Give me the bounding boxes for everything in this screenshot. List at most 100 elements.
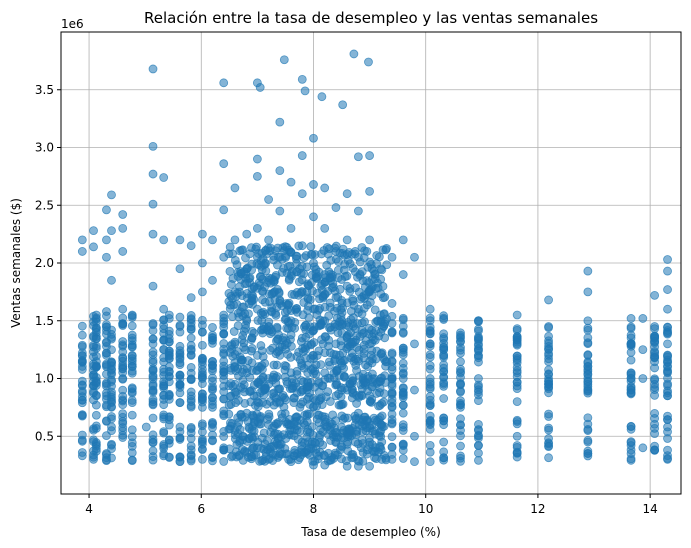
scatter-point bbox=[102, 252, 111, 262]
scatter-point bbox=[127, 448, 137, 458]
scatter-point bbox=[127, 383, 137, 393]
scatter-point bbox=[650, 391, 660, 400]
scatter-point bbox=[338, 100, 348, 110]
scatter-point bbox=[663, 285, 672, 294]
scatter-point bbox=[663, 266, 672, 276]
scatter-point bbox=[102, 379, 111, 389]
scatter-point bbox=[77, 398, 87, 408]
scatter-point bbox=[439, 315, 449, 324]
scatter-point bbox=[317, 92, 327, 102]
scatter-point bbox=[91, 362, 101, 372]
scatter-point bbox=[342, 385, 352, 395]
scatter-point bbox=[340, 259, 350, 269]
scatter-point bbox=[353, 356, 363, 366]
scatter-point bbox=[302, 394, 312, 404]
y-tick-label: 3.5 bbox=[35, 83, 54, 97]
scatter-point bbox=[107, 325, 116, 335]
scatter-point bbox=[304, 443, 314, 453]
y-axis-ticks: 0.5 1.0 1.5 2.0 2.5 3.0 3.5 bbox=[35, 83, 61, 443]
scatter-point bbox=[230, 426, 240, 435]
scatter-point bbox=[342, 189, 352, 199]
scatter-point bbox=[338, 399, 348, 409]
scatter-point bbox=[107, 226, 116, 236]
scatter-point bbox=[264, 420, 274, 430]
scatter-point bbox=[544, 295, 553, 305]
scatter-point bbox=[148, 64, 158, 74]
scatter-point bbox=[626, 330, 636, 340]
scatter-point bbox=[375, 400, 385, 410]
scatter-point bbox=[219, 78, 229, 88]
scatter-point bbox=[337, 308, 347, 318]
scatter-point bbox=[175, 341, 185, 351]
scatter-point bbox=[309, 338, 319, 347]
scatter-point bbox=[107, 334, 116, 344]
scatter-point bbox=[387, 454, 397, 464]
scatter-point bbox=[127, 425, 137, 435]
scatter-point bbox=[247, 386, 256, 395]
scatter-point bbox=[197, 427, 207, 437]
scatter-point bbox=[275, 117, 285, 127]
scatter-point bbox=[260, 309, 270, 319]
scatter-point bbox=[331, 416, 341, 426]
scatter-point bbox=[208, 333, 217, 343]
scatter-point bbox=[258, 287, 268, 297]
scatter-point bbox=[663, 255, 672, 264]
scatter-point bbox=[425, 316, 435, 326]
scatter-point bbox=[197, 320, 207, 330]
scatter-point bbox=[512, 441, 522, 450]
scatter-point bbox=[91, 421, 101, 431]
scatter-point bbox=[544, 331, 553, 341]
scatter-point bbox=[425, 420, 435, 430]
scatter-point bbox=[387, 442, 397, 452]
scatter-point bbox=[320, 223, 330, 233]
scatter-point bbox=[325, 397, 335, 406]
scatter-point bbox=[474, 345, 483, 355]
scatter-point bbox=[208, 373, 217, 383]
scatter-point bbox=[425, 379, 435, 389]
scatter-point bbox=[118, 400, 128, 410]
scatter-point bbox=[425, 326, 435, 335]
scatter-point bbox=[326, 455, 336, 465]
scatter-point bbox=[650, 413, 660, 423]
scatter-point bbox=[252, 397, 262, 407]
scatter-point bbox=[439, 455, 449, 465]
scatter-point bbox=[127, 321, 137, 331]
scatter-point bbox=[325, 348, 335, 358]
scatter-point bbox=[425, 304, 435, 314]
scatter-point bbox=[272, 360, 282, 370]
scatter-point bbox=[230, 235, 240, 245]
scatter-point bbox=[275, 166, 285, 176]
scatter-point bbox=[349, 49, 359, 59]
scatter-point bbox=[264, 235, 274, 245]
scatter-point bbox=[474, 316, 483, 326]
scatter-point bbox=[118, 313, 128, 323]
x-tick-label: 4 bbox=[85, 502, 93, 516]
scatter-point bbox=[295, 427, 304, 436]
scatter-point bbox=[297, 189, 307, 199]
scatter-point bbox=[439, 372, 449, 382]
scatter-point bbox=[365, 151, 374, 160]
scatter-point bbox=[398, 454, 408, 463]
scatter-point bbox=[474, 441, 483, 450]
scatter-point bbox=[410, 339, 419, 349]
scatter-point bbox=[269, 392, 279, 402]
scatter-point bbox=[265, 329, 275, 339]
scatter-point bbox=[175, 312, 185, 322]
scatter-point bbox=[197, 258, 207, 268]
scatter-point bbox=[439, 420, 449, 430]
scatter-point bbox=[208, 357, 217, 366]
scatter-point bbox=[77, 448, 87, 457]
scatter-point bbox=[387, 356, 397, 366]
scatter-point bbox=[286, 177, 296, 187]
scatter-point bbox=[398, 313, 408, 323]
scatter-point bbox=[456, 379, 465, 389]
scatter-point bbox=[342, 333, 352, 343]
scatter-point bbox=[583, 287, 593, 297]
scatter-point bbox=[338, 244, 348, 254]
scatter-point bbox=[197, 355, 207, 365]
scatter-point bbox=[273, 243, 283, 253]
scatter-point bbox=[338, 348, 348, 358]
scatter-point bbox=[354, 391, 364, 401]
scatter-point bbox=[456, 426, 465, 435]
